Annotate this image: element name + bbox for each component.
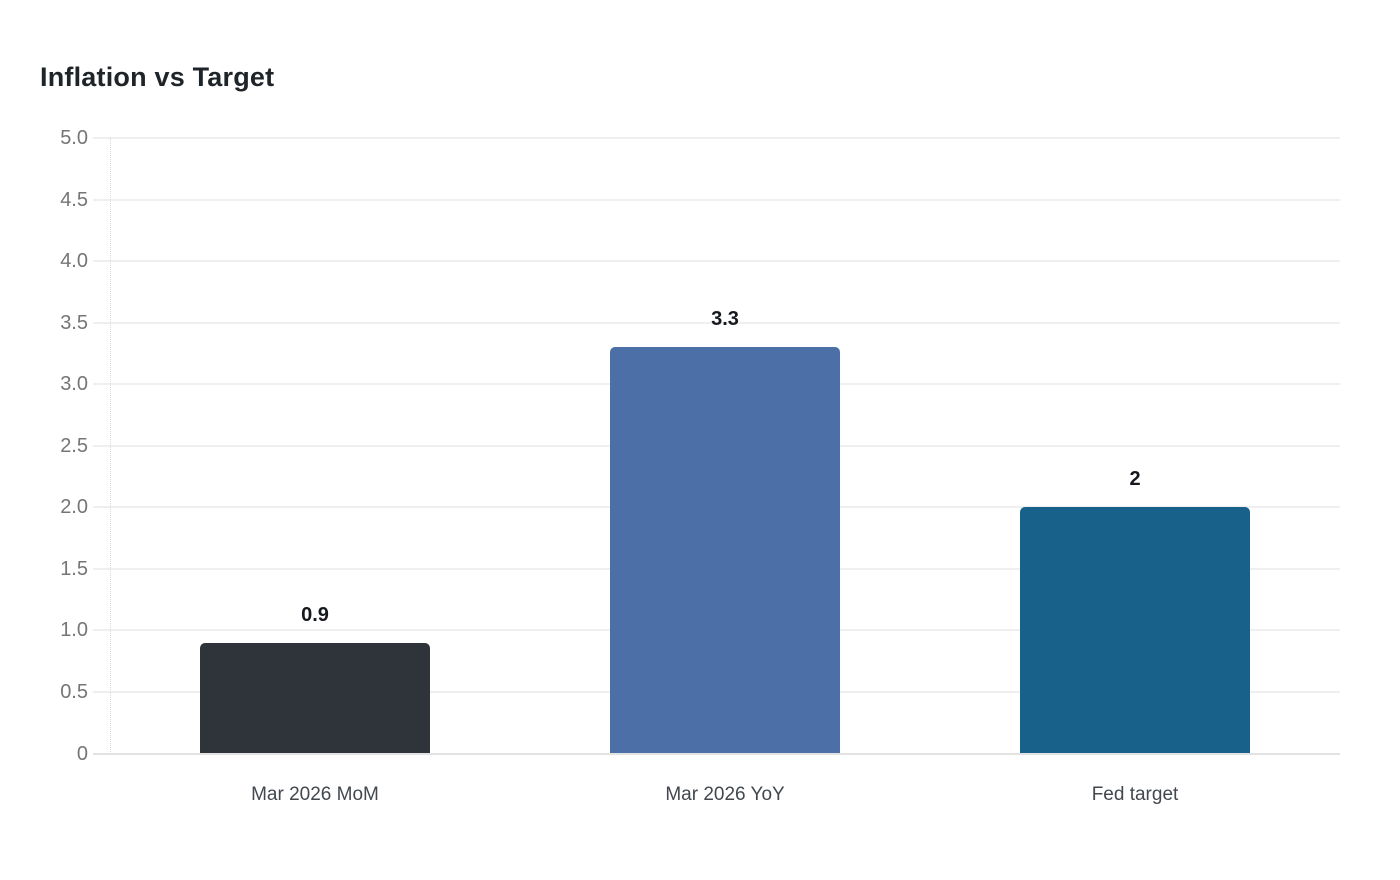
x-tick-label-mar-2026-mom: Mar 2026 MoM: [251, 784, 379, 805]
x-tick-label-mar-2026-yoy: Mar 2026 YoY: [665, 784, 785, 805]
y-tick-label: 4.5: [60, 188, 88, 211]
x-tick-label-fed-target: Fed target: [1091, 784, 1179, 805]
y-tick-label: 4.0: [60, 250, 88, 273]
gridline: [93, 260, 1340, 263]
y-tick-label: 1.5: [60, 557, 88, 580]
bar-fed-target: [1020, 507, 1250, 754]
x-axis-line: [93, 752, 1340, 755]
y-tick-label: 1.0: [60, 619, 88, 642]
y-tick-label: 3.0: [60, 373, 88, 396]
bar-value-label: 2: [1129, 468, 1141, 491]
gridline: [93, 321, 1340, 324]
bar-mar-2026-mom: [200, 642, 430, 754]
gridline: [93, 198, 1340, 201]
y-tick-label: 5.0: [60, 127, 88, 149]
bar-value-label: 3.3: [711, 308, 739, 331]
y-axis-spine: [110, 138, 111, 754]
y-tick-label: 2.0: [60, 496, 88, 519]
bar-mar-2026-yoy: [610, 347, 840, 754]
gridline: [93, 137, 1340, 139]
y-tick-label: 2.5: [60, 434, 88, 457]
y-tick-label: 3.5: [60, 311, 88, 334]
y-tick-label: 0: [76, 742, 88, 765]
chart-title: Inflation vs Target: [40, 62, 275, 92]
y-tick-label: 0.5: [60, 680, 88, 703]
bar-value-label: 0.9: [301, 603, 329, 626]
